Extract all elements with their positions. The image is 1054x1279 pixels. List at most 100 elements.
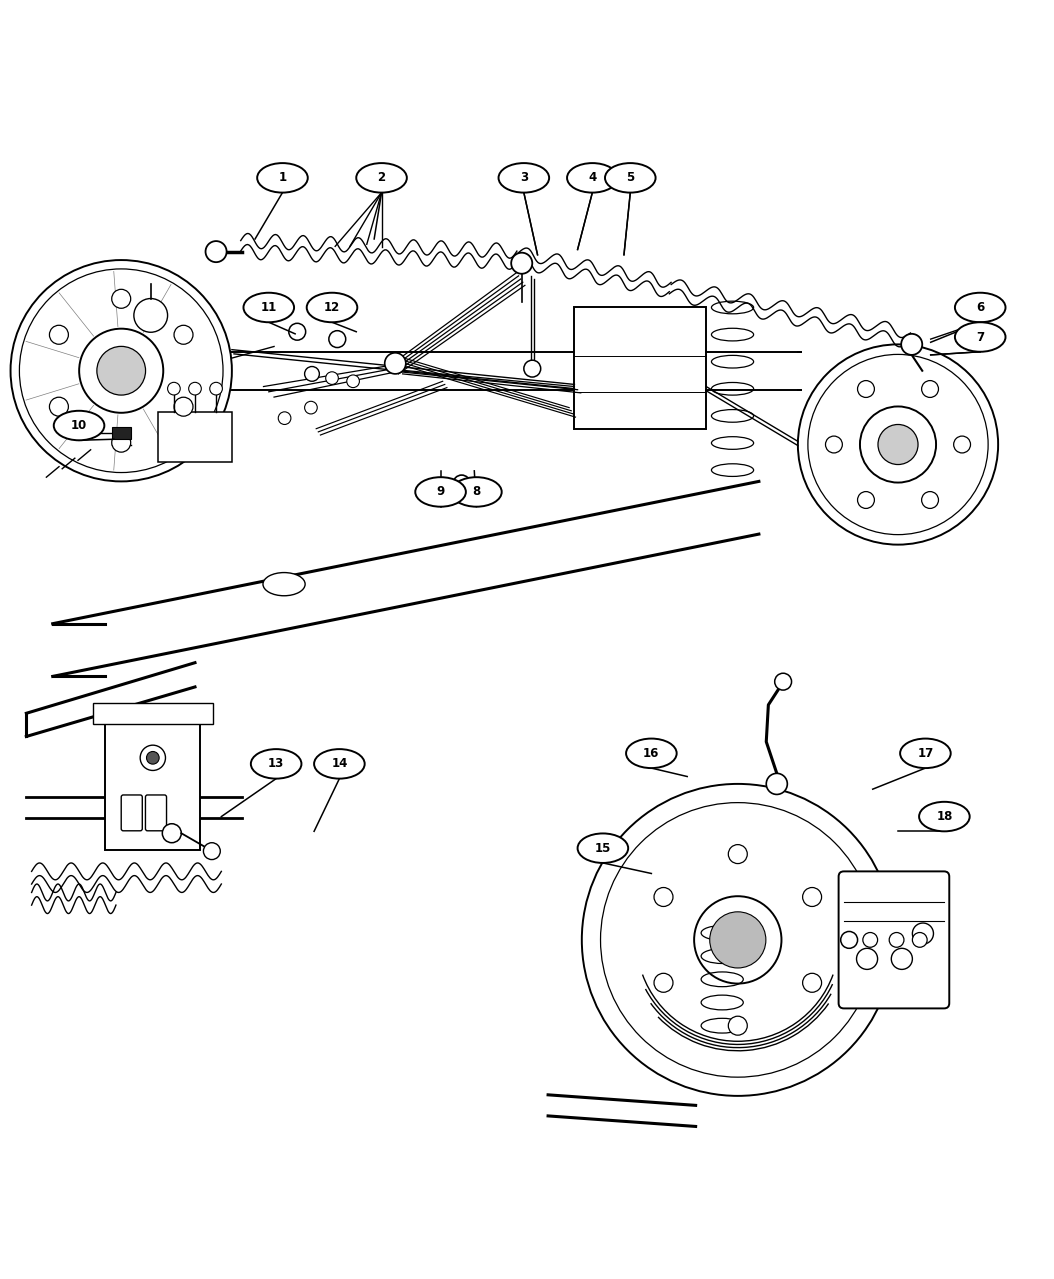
Bar [112,427,131,439]
Circle shape [582,784,894,1096]
Ellipse shape [257,164,308,193]
Circle shape [79,329,163,413]
Circle shape [802,888,821,907]
Circle shape [50,325,69,344]
Circle shape [921,381,938,398]
Circle shape [766,774,787,794]
Text: 5: 5 [626,171,635,184]
Circle shape [511,253,532,274]
Circle shape [289,324,306,340]
Circle shape [775,673,792,691]
Circle shape [901,334,922,354]
Text: 2: 2 [377,171,386,184]
Circle shape [162,824,181,843]
Text: 9: 9 [436,486,445,499]
Ellipse shape [54,411,104,440]
Ellipse shape [415,477,466,506]
Ellipse shape [605,164,656,193]
Circle shape [134,298,168,333]
Circle shape [206,240,227,262]
Circle shape [326,372,338,385]
Circle shape [863,932,878,948]
Circle shape [728,1017,747,1035]
Ellipse shape [262,573,305,596]
FancyBboxPatch shape [121,796,142,831]
Circle shape [203,843,220,859]
Circle shape [305,367,319,381]
Text: 12: 12 [324,301,340,313]
Circle shape [112,289,131,308]
Circle shape [890,932,904,948]
Circle shape [11,260,232,481]
Circle shape [892,948,913,969]
Circle shape [97,347,145,395]
Circle shape [860,407,936,482]
Circle shape [921,491,938,509]
Text: 15: 15 [594,842,611,854]
Ellipse shape [919,802,970,831]
Bar [105,709,200,851]
Ellipse shape [356,164,407,193]
Text: 3: 3 [520,171,528,184]
Bar [158,412,232,463]
Circle shape [140,746,165,770]
Ellipse shape [567,164,618,193]
Ellipse shape [900,738,951,769]
Circle shape [278,412,291,425]
FancyBboxPatch shape [839,871,950,1008]
Circle shape [695,897,781,984]
Circle shape [857,948,878,969]
Circle shape [112,434,131,453]
Ellipse shape [251,749,301,779]
Circle shape [210,382,222,395]
Text: 8: 8 [472,486,481,499]
Text: 1: 1 [278,171,287,184]
Circle shape [841,931,858,948]
Text: 13: 13 [268,757,285,770]
Ellipse shape [578,834,628,863]
Ellipse shape [499,164,549,193]
Ellipse shape [626,738,677,769]
Ellipse shape [955,293,1006,322]
Circle shape [728,844,747,863]
Ellipse shape [243,293,294,322]
Ellipse shape [955,322,1006,352]
Circle shape [347,375,359,388]
Circle shape [305,402,317,414]
Text: 4: 4 [588,171,597,184]
Circle shape [168,382,180,395]
Ellipse shape [451,477,502,506]
Circle shape [50,398,69,416]
Ellipse shape [307,293,357,322]
Circle shape [913,932,928,948]
Ellipse shape [314,749,365,779]
Bar [93,702,213,724]
Text: 14: 14 [331,757,348,770]
Circle shape [174,398,193,416]
Circle shape [453,475,470,492]
Circle shape [825,436,842,453]
Circle shape [655,973,674,993]
Text: 18: 18 [936,810,953,824]
Circle shape [878,425,918,464]
Circle shape [147,752,159,764]
Circle shape [385,353,406,373]
Text: 10: 10 [71,420,87,432]
Circle shape [655,888,674,907]
Circle shape [189,382,201,395]
Circle shape [802,973,821,993]
Text: 17: 17 [917,747,934,760]
Text: 6: 6 [976,301,984,313]
Circle shape [174,325,193,344]
Circle shape [954,436,971,453]
Circle shape [913,923,934,944]
FancyBboxPatch shape [145,796,167,831]
Circle shape [329,331,346,348]
Text: 7: 7 [976,330,984,344]
Circle shape [709,912,766,968]
Circle shape [858,381,875,398]
Text: 16: 16 [643,747,660,760]
Bar [574,307,706,428]
Circle shape [798,344,998,545]
Circle shape [524,361,541,377]
